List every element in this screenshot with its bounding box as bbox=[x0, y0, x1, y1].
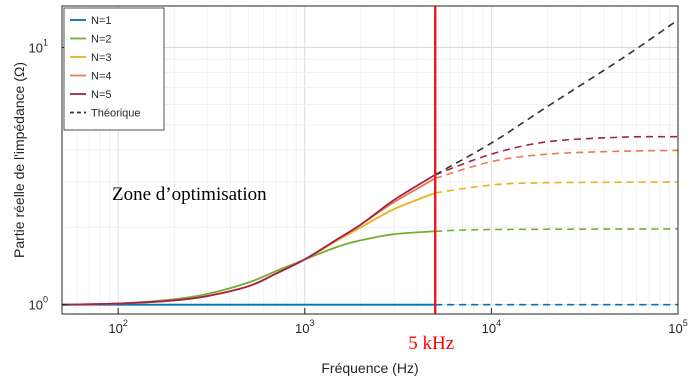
series-n-4-extrapolation bbox=[434, 149, 679, 180]
x-tick-label: 104 bbox=[482, 318, 501, 336]
region-label: Zone d’optimisation bbox=[112, 184, 267, 205]
legend-item-n-1: N=1 bbox=[70, 15, 112, 27]
legend-box bbox=[63, 7, 165, 131]
series-n-3-extrapolation bbox=[435, 181, 679, 194]
legend-item-n-2: N=2 bbox=[70, 34, 112, 46]
legend-item-n-3: N=3 bbox=[70, 52, 112, 64]
y-axis-label: Partie réelle de l'impédance (Ω) bbox=[11, 62, 27, 258]
legend-item-n-4: N=4 bbox=[70, 71, 112, 83]
plot-frame bbox=[61, 5, 679, 315]
plot-background bbox=[62, 6, 678, 314]
series-th-orique-line bbox=[434, 19, 679, 176]
y-tick-label: 100 bbox=[29, 295, 48, 313]
x-tick-label: 105 bbox=[668, 318, 687, 336]
legend-label: N=5 bbox=[91, 89, 112, 101]
x-axis-label: Fréquence (Hz) bbox=[321, 360, 418, 376]
series-group bbox=[61, 19, 679, 306]
series-n-5-extrapolation bbox=[434, 135, 679, 176]
legend-label: N=2 bbox=[91, 34, 112, 46]
x-tick-label: 103 bbox=[295, 318, 314, 336]
legend-item-th-orique: Théorique bbox=[70, 108, 141, 120]
series-n-2-extrapolation bbox=[435, 228, 679, 233]
legend-label: N=3 bbox=[91, 52, 112, 64]
legend-label: N=1 bbox=[91, 15, 112, 27]
x-tick-label: 102 bbox=[108, 318, 127, 336]
legend: N=1 N=2 N=3 N=4 N=5 Théorique bbox=[63, 7, 165, 131]
legend-label: N=4 bbox=[91, 71, 112, 83]
y-tick-label: 101 bbox=[29, 38, 48, 56]
legend-label: Théorique bbox=[91, 108, 141, 120]
series-n-5-line bbox=[61, 174, 436, 306]
cutoff-label: 5 kHz bbox=[408, 333, 454, 354]
legend-item-n-5: N=5 bbox=[70, 89, 112, 101]
